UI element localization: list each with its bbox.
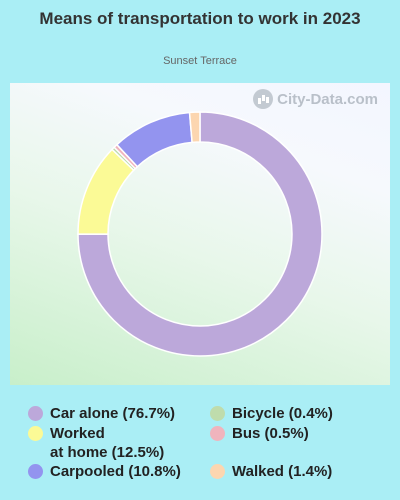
donut-chart [77, 111, 323, 357]
legend: Car alone (76.7%) Worked at home (12.5%) C… [0, 400, 400, 500]
legend-item-worked-at-home: Worked at home (12.5%) [28, 424, 213, 462]
city-data-logo-icon [253, 89, 274, 109]
slice-walked [188, 111, 201, 144]
legend-label: Worked at home (12.5%) [50, 425, 165, 461]
legend-item-bus: Bus (0.5%) [210, 424, 395, 443]
legend-item-bicycle: Bicycle (0.4%) [210, 404, 395, 423]
legend-label: Carpooled (10.8%) [50, 463, 181, 480]
chart-subtitle: Sunset Terrace [163, 55, 237, 67]
watermark: City-Data.com [253, 89, 378, 109]
legend-swatch-walked [210, 464, 225, 479]
legend-label: Walked (1.4%) [232, 463, 333, 480]
legend-item-walked: Walked (1.4%) [210, 462, 395, 481]
legend-swatch-worked-at-home [28, 426, 43, 441]
legend-label: Car alone (76.7%) [50, 405, 176, 422]
legend-label: Bus (0.5%) [232, 425, 309, 442]
legend-swatch-car-alone [28, 406, 43, 421]
chart-title: Means of transportation to work in 2023 [39, 9, 361, 28]
legend-item-car-alone: Car alone (76.7%) [28, 404, 213, 423]
legend-swatch-bus [210, 426, 225, 441]
watermark-text: City-Data.com [277, 90, 378, 108]
legend-item-carpooled: Carpooled (10.8%) [28, 462, 213, 481]
legend-swatch-carpooled [28, 464, 43, 479]
plot-area: City-Data.com [10, 83, 390, 385]
slice-car-alone [77, 111, 323, 357]
legend-label: Bicycle (0.4%) [232, 405, 333, 422]
legend-swatch-bicycle [210, 406, 225, 421]
